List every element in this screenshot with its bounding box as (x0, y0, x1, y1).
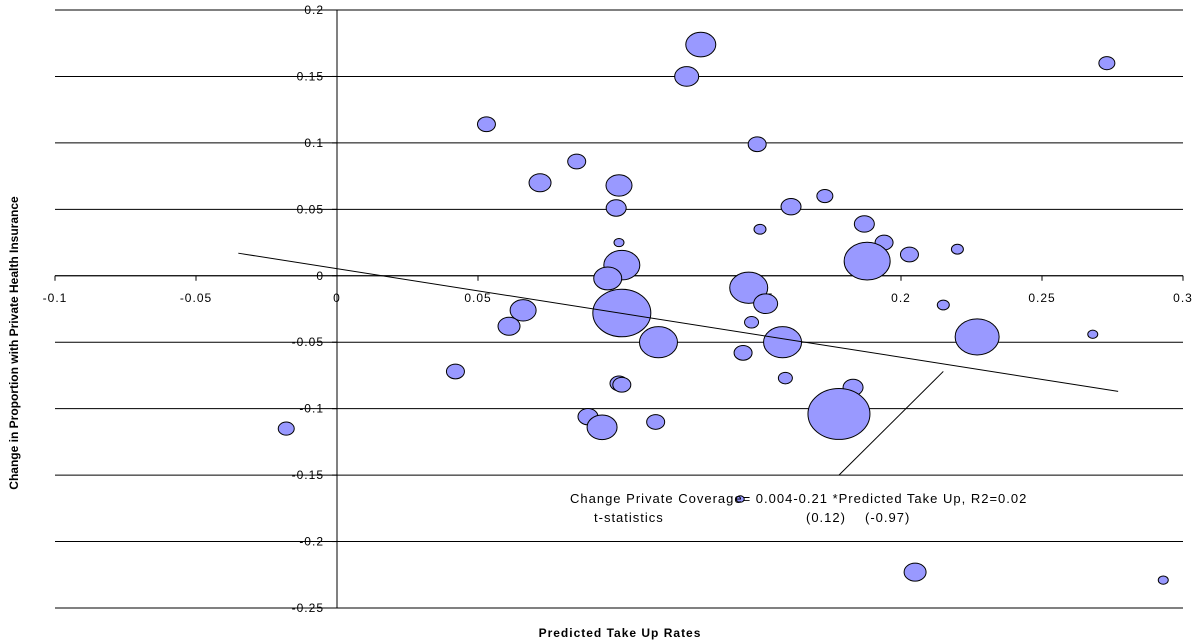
bubble-point (954, 318, 1000, 356)
bubble-point (853, 215, 875, 233)
bubble-point (807, 388, 871, 440)
y-tick-label: 0.1 (304, 136, 324, 150)
bubble-point (1157, 575, 1169, 585)
t-statistic-slope: (-0.97) (865, 510, 910, 525)
y-axis-title: Change in Proportion with Private Health… (7, 196, 21, 490)
bubble-point (612, 376, 632, 393)
bubble-point (936, 299, 950, 311)
regression-line (238, 252, 1119, 392)
bubble-point (733, 344, 753, 361)
y-tick-label: 0 (316, 269, 324, 283)
y-tick-label: -0.1 (299, 402, 324, 416)
t-statistic-intercept: (0.12) (806, 510, 846, 525)
bubble-point (613, 237, 625, 248)
bubble-point (763, 326, 803, 359)
bubble-point (646, 414, 666, 430)
bubble-series (277, 31, 1169, 585)
annotation-pointer-line (838, 371, 944, 476)
bubble-point (899, 246, 919, 263)
bubble-point (674, 66, 700, 87)
bubble-point (780, 197, 802, 216)
bubble-point (950, 243, 964, 255)
bubble-point (528, 173, 552, 193)
bubble-point (1098, 56, 1116, 71)
bubble-point (638, 326, 678, 359)
x-tick-label: 0.3 (1173, 291, 1193, 305)
x-tick-label: -0.05 (180, 291, 212, 305)
x-tick-label: -0.1 (43, 291, 68, 305)
x-tick-label: 0 (333, 291, 341, 305)
x-tick-label: 0.25 (1028, 291, 1055, 305)
y-tick-label: -0.25 (292, 601, 324, 615)
y-tick-label: 0.2 (304, 3, 324, 17)
bubble-point (277, 421, 295, 436)
bubble-point (816, 188, 834, 204)
t-statistics-label: t-statistics (594, 510, 664, 525)
y-tick-labels: 0.2 0.15 0.1 0.05 0 -0.05 -0.1 -0.15 -0.2 -0.25 (292, 3, 337, 615)
bubble-point (744, 316, 760, 329)
bubble-point (605, 174, 633, 197)
bubble-point (753, 223, 767, 235)
bubble-point (843, 241, 891, 281)
bubble-point (445, 363, 465, 380)
bubble-point (605, 199, 627, 217)
y-tick-label: -0.15 (292, 468, 324, 482)
bubble-point (903, 562, 927, 582)
x-axis-title: Predicted Take Up Rates (539, 626, 702, 640)
x-tick-label: 0.05 (464, 291, 491, 305)
bubble-point (747, 136, 767, 153)
bubble-point (586, 414, 618, 441)
bubble-point (1087, 329, 1099, 339)
bubble-point (497, 316, 521, 336)
y-tick-label: -0.2 (299, 535, 324, 549)
regression-equation: Change Private Coverage= 0.004-0.21 *Pre… (570, 491, 1027, 506)
y-tick-label: 0.15 (297, 69, 324, 83)
bubble-point (685, 31, 717, 58)
bubble-point (753, 293, 779, 315)
bubble-point (735, 495, 745, 503)
y-tick-label: -0.05 (292, 335, 324, 349)
y-tick-label: 0.05 (297, 202, 324, 216)
bubble-point (509, 299, 537, 322)
bubble-point (593, 266, 623, 291)
x-tick-label: 0.2 (891, 291, 911, 305)
bubble-point (777, 371, 793, 385)
bubble-point (567, 153, 587, 170)
bubble-point (476, 116, 496, 133)
